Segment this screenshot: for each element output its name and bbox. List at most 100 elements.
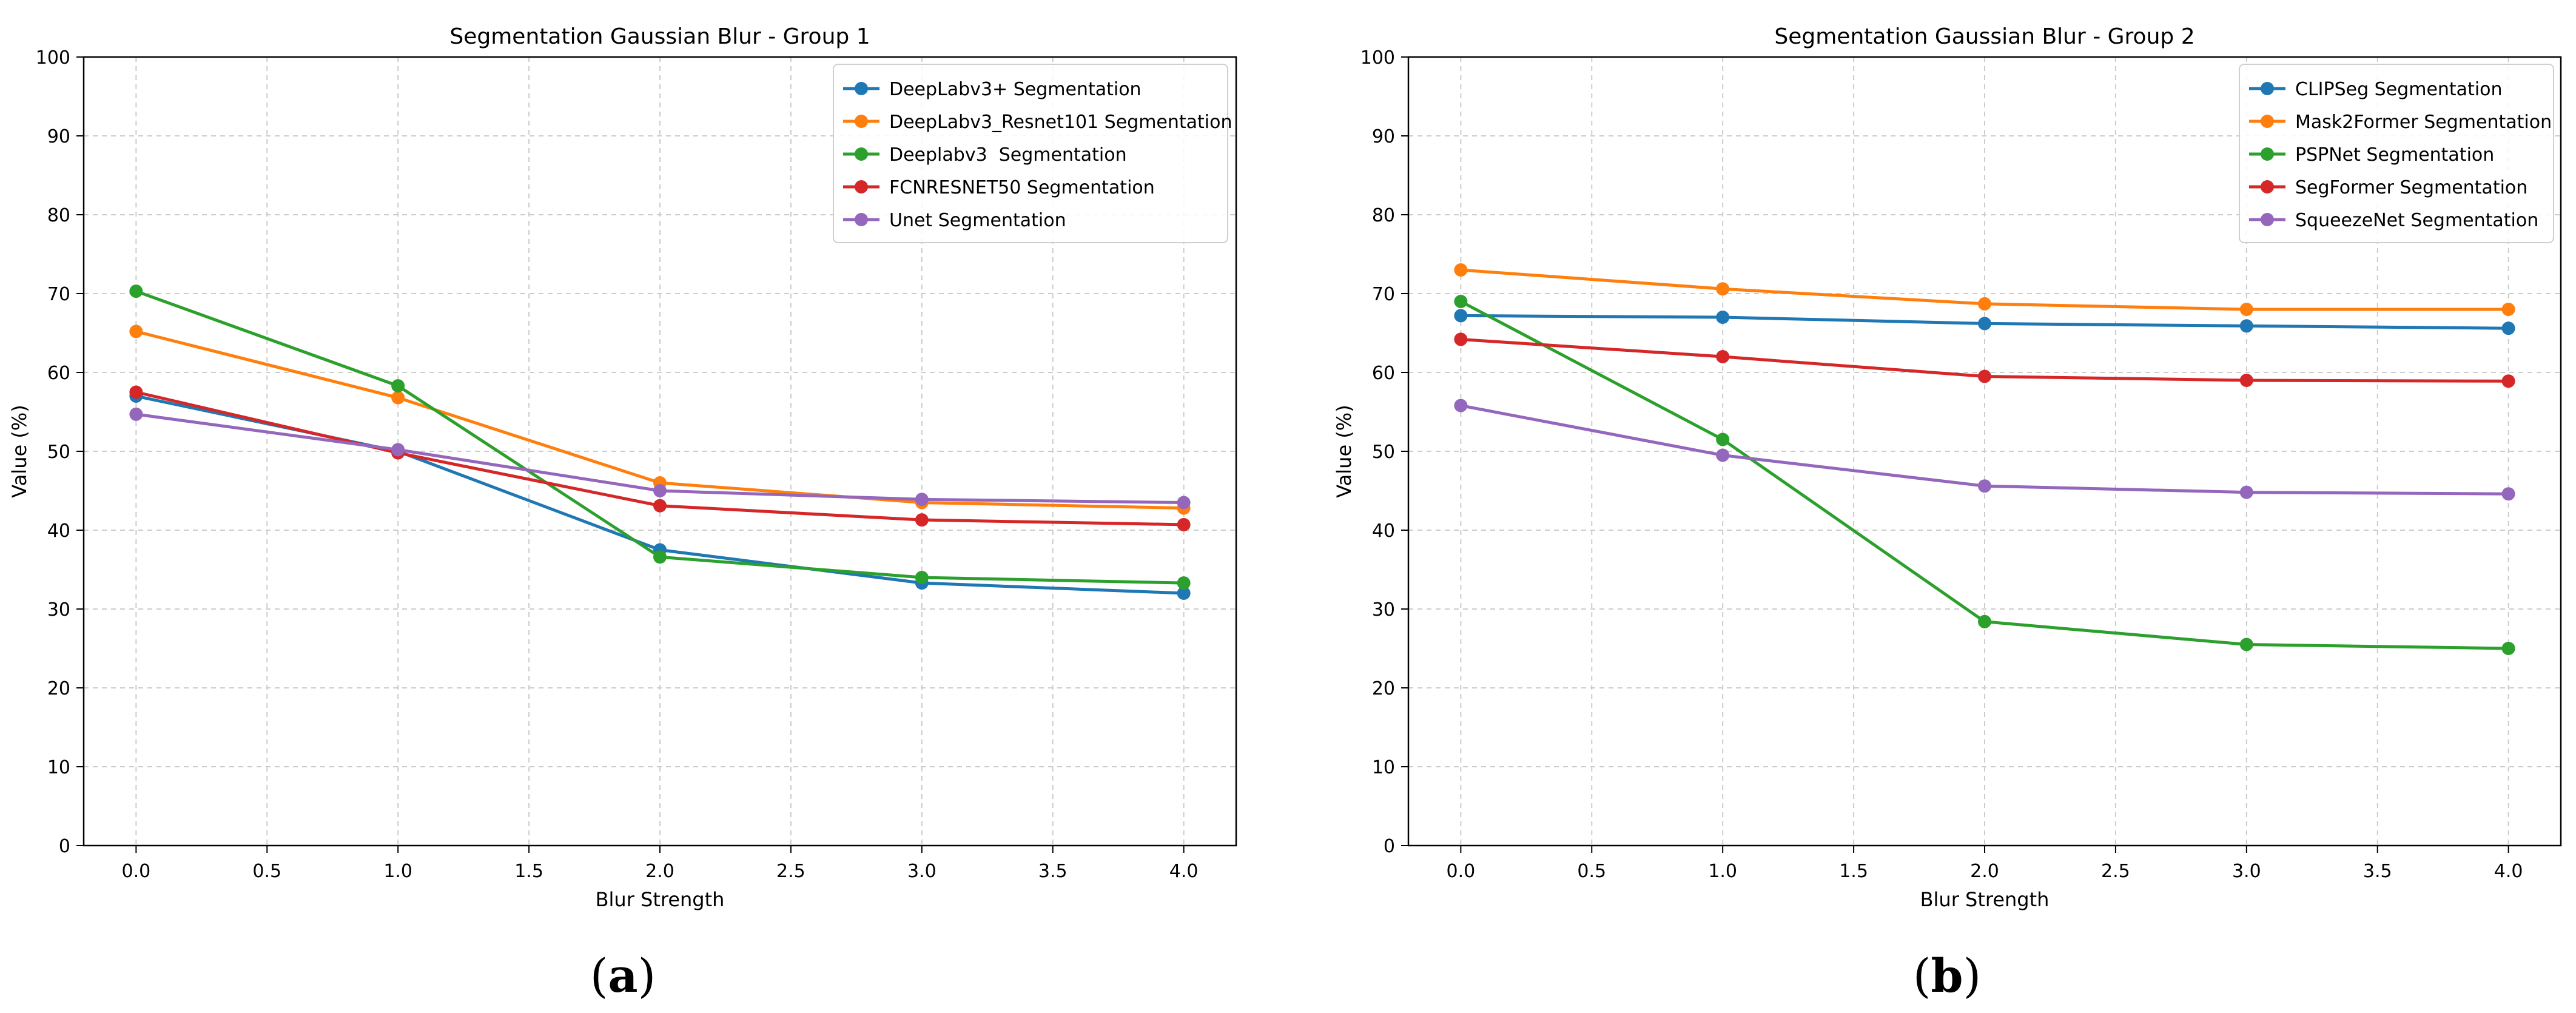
data-point	[1454, 332, 1468, 346]
legend-marker	[855, 82, 868, 95]
data-point	[915, 571, 929, 584]
y-tick-label: 0	[1384, 836, 1395, 857]
y-tick-label: 90	[1372, 126, 1395, 147]
legend-marker	[855, 180, 868, 194]
data-point	[2501, 321, 2515, 335]
data-point	[1716, 432, 1730, 446]
legend-marker	[2261, 147, 2274, 161]
x-tick-label: 1.5	[514, 861, 543, 882]
y-tick-label: 60	[1372, 363, 1395, 384]
legend-marker	[855, 147, 868, 161]
chart-title: Segmentation Gaussian Blur - Group 2	[1774, 24, 2194, 49]
caption-open-paren: (	[1913, 949, 1931, 1003]
y-tick-label: 40	[47, 520, 70, 542]
legend-label: PSPNet Segmentation	[2295, 144, 2494, 166]
data-point	[1716, 282, 1730, 296]
y-tick-label: 0	[59, 836, 70, 857]
x-tick-label: 2.5	[776, 861, 805, 882]
y-tick-label: 40	[1372, 520, 1395, 542]
y-tick-label: 80	[47, 205, 70, 226]
data-point	[2501, 303, 2515, 316]
chart-1: 0.0 0.5 1.0 1.5 2.0 2.5 3.0 3.5 4.0 0 10 20 30 40 50 60…	[8, 24, 1237, 1003]
series-line-3	[135, 289, 1184, 585]
data-point	[1978, 614, 1991, 628]
x-tick-label: 3.5	[1038, 861, 1068, 882]
legend-label: DeepLabv3+ Segmentation	[889, 79, 1142, 100]
legend-label: SegFormer Segmentation	[2295, 177, 2527, 198]
data-point	[915, 493, 929, 507]
data-point	[653, 484, 667, 497]
panel-caption: (b)	[1913, 949, 1981, 1003]
caption-letter: b	[1931, 949, 1963, 1003]
data-point	[1454, 295, 1468, 308]
data-point	[1454, 399, 1468, 412]
chart-2: 0.0 0.5 1.0 1.5 2.0 2.5 3.0 3.5 4.0 0 10 20 30 40 50 60…	[1333, 24, 2562, 1003]
x-axis-label: Blur Strength	[1920, 888, 2050, 911]
x-tick-label: 2.5	[2101, 861, 2130, 882]
y-tick-label: 10	[47, 757, 70, 778]
data-point	[1716, 448, 1730, 462]
data-point	[1454, 263, 1468, 277]
data-point	[2501, 487, 2515, 501]
data-point	[1177, 576, 1191, 590]
data-point	[653, 550, 667, 564]
x-tick-label: 4.0	[2494, 861, 2523, 882]
legend-marker	[2261, 180, 2274, 194]
legend-marker	[855, 115, 868, 128]
legend-marker	[2261, 115, 2274, 128]
x-tick-label: 3.5	[2363, 861, 2392, 882]
caption-close-paren: )	[1963, 949, 1982, 1003]
y-tick-label: 100	[36, 47, 70, 69]
legend-marker	[2261, 82, 2274, 95]
legend-label: Mask2Former Segmentation	[2295, 112, 2552, 133]
legend: CLIPSeg Segmentation Mask2Former Segmenta…	[2239, 64, 2554, 243]
legend-frame	[833, 64, 1228, 243]
data-point	[1177, 517, 1191, 531]
data-point	[1978, 317, 1991, 331]
data-point	[2239, 638, 2253, 651]
legend-label: Deeplabv3 Segmentation	[889, 144, 1127, 166]
data-point	[1177, 496, 1191, 510]
x-tick-label: 1.5	[1839, 861, 1868, 882]
plot-frame	[1407, 56, 2562, 847]
caption-open-paren: (	[590, 949, 608, 1003]
legend: DeepLabv3+ Segmentation DeepLabv3_Resnet1…	[833, 64, 1233, 243]
data-point	[391, 443, 405, 457]
x-tick-label: 1.0	[383, 861, 412, 882]
data-point	[1978, 369, 1991, 383]
data-point	[129, 407, 143, 421]
y-tick-label: 50	[47, 442, 70, 463]
x-tick-label: 0.5	[1577, 861, 1606, 882]
data-point	[2239, 485, 2253, 499]
y-tick-label: 70	[1372, 284, 1395, 305]
data-point	[391, 391, 405, 405]
x-tick-label: 0.5	[252, 861, 281, 882]
data-point	[1716, 350, 1730, 363]
x-tick-label: 2.0	[645, 861, 674, 882]
data-point	[1716, 311, 1730, 324]
data-point	[2239, 303, 2253, 316]
y-tick-label: 100	[1360, 47, 1395, 69]
data-point	[2239, 374, 2253, 387]
x-tick-label: 3.0	[2232, 861, 2261, 882]
x-tick-label: 4.0	[1169, 861, 1199, 882]
y-tick-label: 70	[47, 284, 70, 305]
caption-close-paren: )	[638, 949, 656, 1003]
legend-label: SqueezeNet Segmentation	[2295, 210, 2538, 231]
x-tick-label: 3.0	[907, 861, 937, 882]
y-tick-label: 20	[47, 678, 70, 699]
data-point	[1177, 587, 1191, 600]
y-axis-label: Value (%)	[8, 405, 31, 497]
legend-label: Unet Segmentation	[889, 210, 1066, 231]
data-point	[2239, 319, 2253, 333]
x-tick-label: 2.0	[1970, 861, 1999, 882]
y-tick-label: 50	[1372, 442, 1395, 463]
x-tick-label: 0.0	[122, 861, 151, 882]
caption-letter: a	[608, 949, 637, 1003]
data-point	[1978, 479, 1991, 493]
legend-label: FCNRESNET50 Segmentation	[889, 177, 1155, 198]
data-point	[2501, 642, 2515, 655]
x-tick-label: 1.0	[1708, 861, 1737, 882]
legend-label: DeepLabv3_Resnet101 Segmentation	[889, 112, 1233, 133]
